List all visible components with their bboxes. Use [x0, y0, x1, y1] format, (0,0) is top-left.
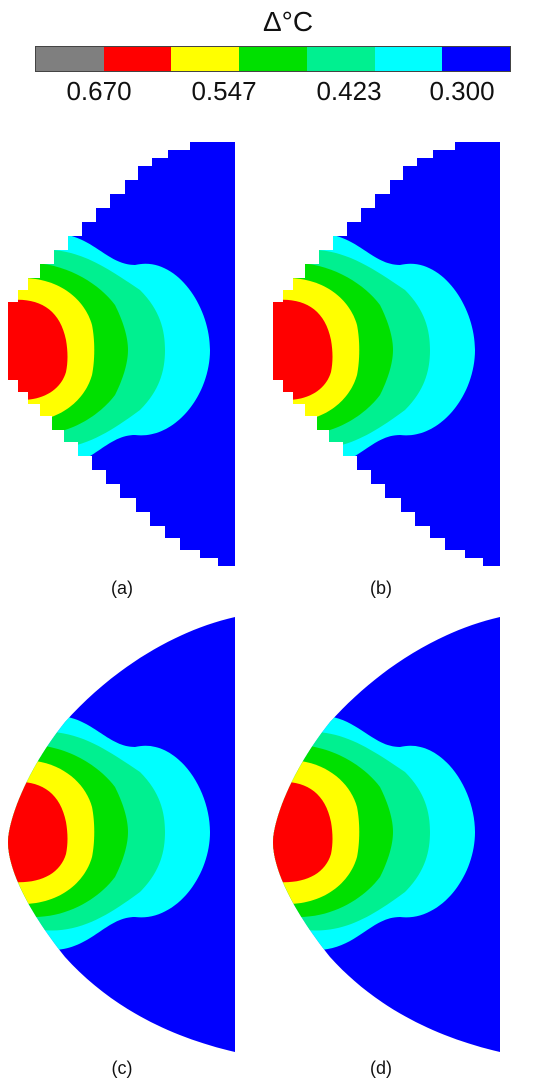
colorbar-segment-7 — [442, 47, 510, 71]
legend-title: Δ°C — [238, 6, 338, 38]
contour-panel-d — [265, 612, 525, 1052]
colorbar-segment-6 — [375, 47, 443, 71]
panel-caption-a: (a) — [111, 578, 133, 599]
colorbar-tick-2: 0.547 — [191, 76, 256, 107]
colorbar — [35, 46, 511, 72]
colorbar-segment-3 — [171, 47, 239, 71]
contour-panel-a — [0, 130, 260, 570]
panel-caption-b: (b) — [370, 578, 392, 599]
colorbar-segment-4 — [239, 47, 307, 71]
colorbar-segment-1 — [36, 47, 104, 71]
contour-panel-b — [265, 130, 525, 570]
colorbar-tick-1: 0.670 — [66, 76, 131, 107]
colorbar-tick-4: 0.300 — [429, 76, 494, 107]
colorbar-segment-2 — [104, 47, 172, 71]
colorbar-segment-5 — [307, 47, 375, 71]
contour-panel-c — [0, 612, 260, 1052]
panel-caption-c: (c) — [112, 1058, 133, 1079]
panel-caption-d: (d) — [370, 1058, 392, 1079]
colorbar-tick-3: 0.423 — [316, 76, 381, 107]
